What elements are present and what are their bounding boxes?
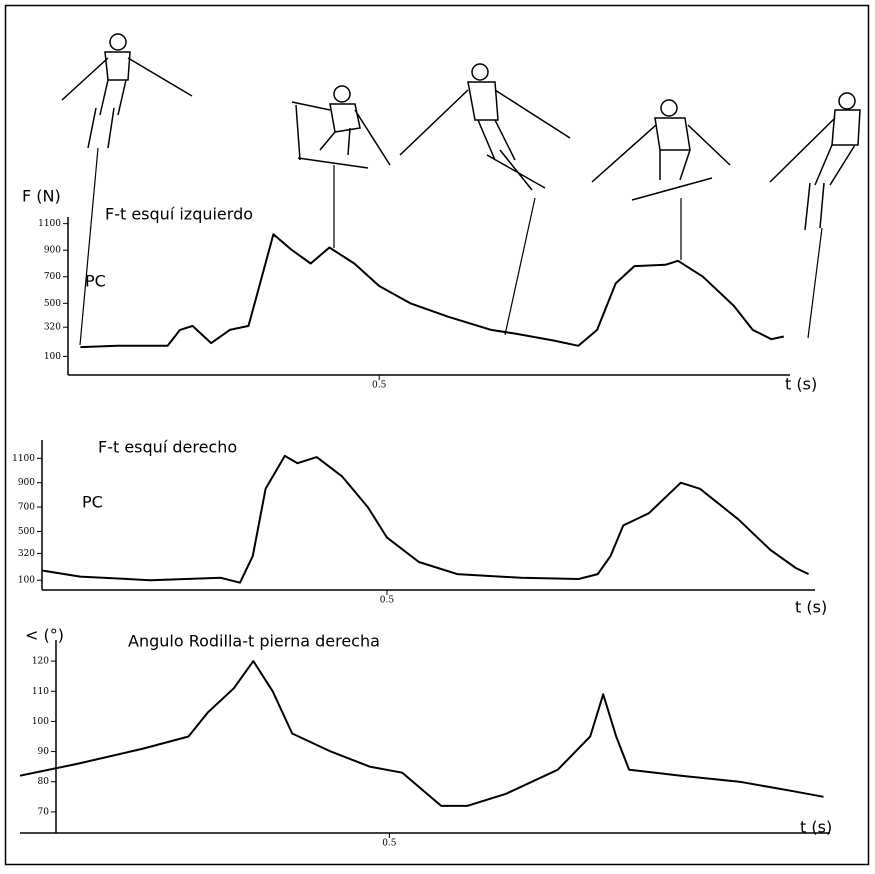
chart-title: F-t esquí izquierdo [105, 205, 253, 224]
chart-title: Angulo Rodilla-t pierna derecha [128, 632, 380, 651]
y-tick-label: 700 [18, 503, 35, 513]
x-tick-label: 0.5 [372, 381, 387, 391]
y-tick-label: 120 [32, 657, 49, 667]
y-tick-label: 100 [18, 576, 35, 586]
chart-title: F-t esquí derecho [98, 438, 237, 457]
frame [6, 6, 869, 865]
x-axis-label: t (s) [800, 818, 832, 837]
annotation: PC [82, 493, 103, 512]
figure: 100 320 500 700 900 1100 0.5 F (N) F-t esquí izq… [0, 0, 875, 870]
x-axis-label: t (s) [785, 375, 817, 394]
y-tick-label: 320 [44, 323, 61, 333]
x-tick-label: 0.5 [382, 839, 397, 849]
y-tick-label: 80 [38, 777, 50, 787]
y-tick-label: 1100 [12, 454, 35, 464]
y-tick-label: 1100 [38, 219, 61, 229]
y-tick-label: 70 [38, 807, 50, 817]
x-axis-label: t (s) [795, 598, 827, 617]
y-tick-label: 320 [18, 549, 35, 559]
y-tick-label: 900 [18, 478, 35, 488]
y-tick-label: 700 [44, 272, 61, 282]
y-axis-label: F (N) [22, 187, 61, 206]
y-tick-label: 110 [32, 687, 49, 697]
y-axis-label: < (°) [25, 626, 64, 645]
y-tick-label: 500 [44, 299, 61, 309]
y-tick-label: 100 [44, 352, 61, 362]
x-tick-label: 0.5 [380, 596, 395, 606]
y-tick-label: 900 [44, 246, 61, 256]
y-tick-label: 100 [32, 717, 49, 727]
y-tick-label: 90 [38, 747, 50, 757]
annotation: PC [85, 272, 106, 291]
y-tick-label: 500 [18, 527, 35, 537]
